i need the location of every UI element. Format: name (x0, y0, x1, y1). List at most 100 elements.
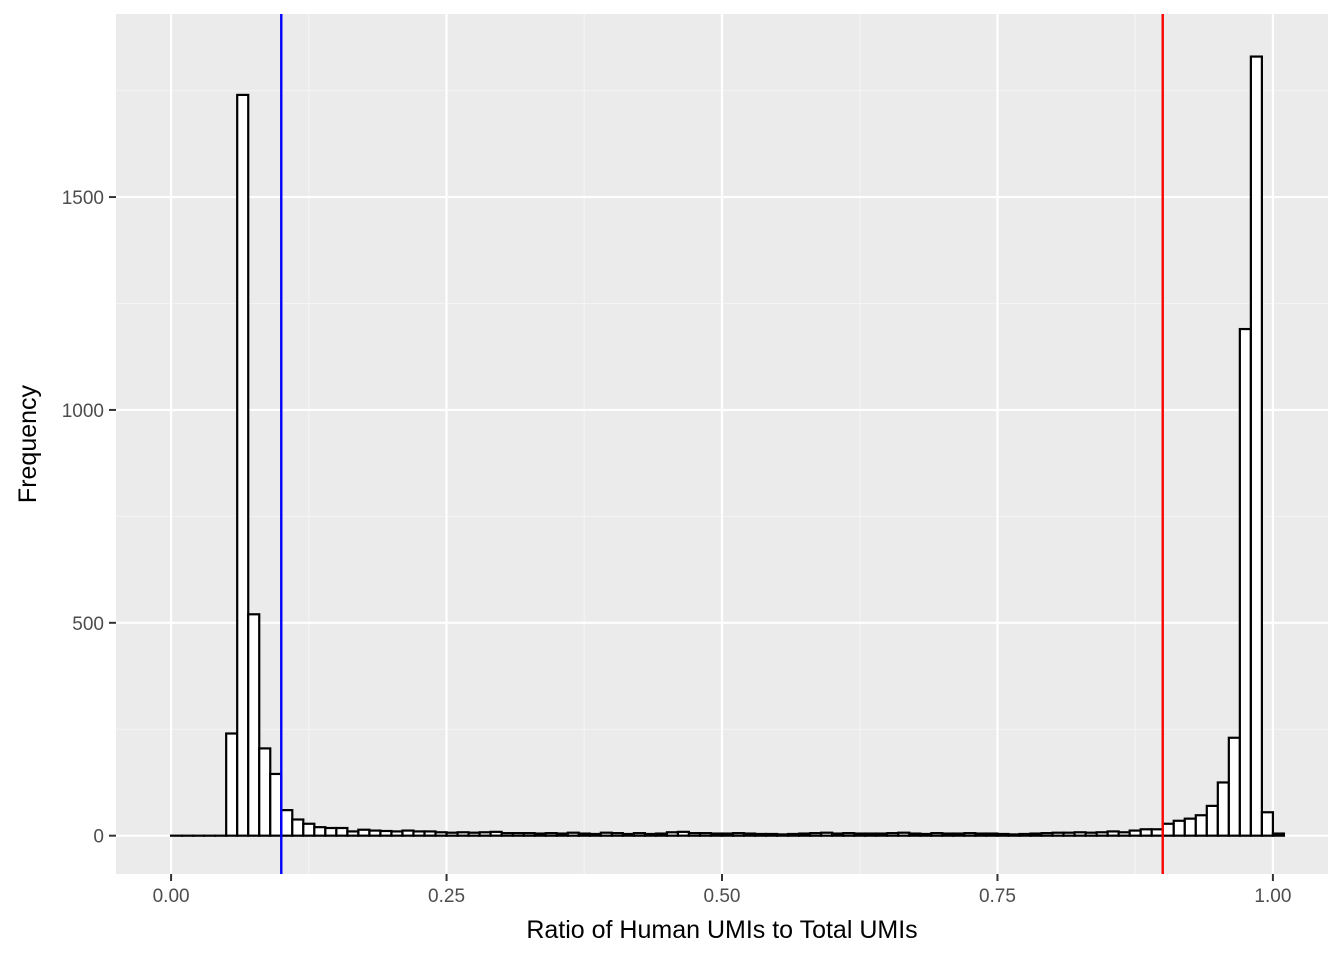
histogram-bar (1117, 831, 1131, 837)
histogram-bar (456, 831, 470, 837)
histogram-bar (908, 832, 922, 837)
histogram-bar (258, 747, 272, 837)
histogram-bar (423, 830, 437, 837)
histogram-bar (897, 831, 911, 837)
histogram-bar (720, 832, 735, 837)
y-tick-label: 1000 (62, 401, 104, 422)
histogram-bar (709, 832, 724, 837)
y-tick-label: 1500 (62, 188, 104, 209)
histogram-bar (445, 831, 459, 837)
histogram-bar (533, 832, 547, 837)
histogram-bar (500, 832, 514, 837)
histogram-bar (280, 809, 294, 837)
histogram-bar (236, 93, 250, 837)
histogram-bar (522, 832, 536, 837)
histogram-bar (654, 832, 669, 837)
histogram-bar (963, 832, 977, 837)
histogram-bar (742, 832, 757, 837)
histogram-bar (864, 832, 878, 837)
y-tick-label: 0 (93, 827, 104, 848)
histogram-bar (820, 831, 834, 837)
histogram-bar (1227, 736, 1241, 837)
histogram-bar (1172, 819, 1186, 837)
histogram-bar (302, 822, 316, 837)
histogram-bar (842, 832, 856, 837)
histogram-bar (1073, 831, 1087, 837)
histogram-bar (798, 832, 812, 837)
x-tick-label: 0.50 (704, 886, 741, 907)
histogram-bar (952, 832, 966, 837)
histogram-bar (335, 826, 349, 837)
x-tick-label: 0.25 (428, 886, 465, 907)
histogram-bar (632, 832, 646, 837)
histogram-bar (1205, 804, 1219, 837)
histogram-bar (621, 832, 635, 837)
x-tick-label: 1.00 (1254, 886, 1291, 907)
histogram-bar (1062, 831, 1076, 837)
histogram-bar (511, 832, 525, 837)
histogram-bar (588, 832, 602, 837)
histogram-bar (687, 832, 702, 837)
histogram-bar (886, 832, 900, 837)
histogram-bar (1007, 833, 1021, 837)
histogram-bar (1194, 814, 1208, 837)
histogram-bar (853, 832, 867, 837)
histogram-bar (1095, 831, 1109, 837)
histogram-bar (401, 829, 415, 837)
histogram-bar (1040, 832, 1054, 837)
histogram-bar (1128, 829, 1142, 837)
histogram-bar (247, 613, 261, 837)
histogram-bar (434, 831, 448, 837)
histogram-bar (566, 831, 580, 837)
y-tick-label: 500 (72, 614, 104, 635)
histogram-bar (577, 832, 591, 837)
histogram-bar (1018, 832, 1032, 837)
histogram-bar (1216, 781, 1230, 837)
histogram-bar (346, 830, 360, 837)
histogram-bar (775, 833, 790, 837)
histogram-bar (698, 832, 713, 837)
histogram-bar (324, 826, 338, 837)
histogram-bar (753, 832, 768, 837)
histogram-bar (313, 826, 327, 837)
histogram-bar (731, 832, 746, 837)
x-tick-label: 0.75 (979, 886, 1016, 907)
y-axis-ticks: 0 500 1000 1500 (62, 188, 116, 848)
histogram-bar (1106, 830, 1120, 837)
histogram-bar (1260, 811, 1275, 837)
histogram-bar (390, 830, 404, 837)
x-axis-ticks: 0.00 0.25 0.50 0.75 1.00 (153, 874, 1291, 907)
histogram-bar (974, 832, 988, 837)
histogram-bar (379, 829, 393, 837)
histogram-bar (1084, 831, 1098, 837)
histogram-bar (665, 831, 680, 837)
histogram-bar (478, 831, 492, 837)
histogram-bar (764, 832, 779, 837)
histogram-bar (269, 772, 283, 837)
histogram-bar (676, 830, 691, 837)
histogram-bars (169, 55, 1286, 837)
histogram-bar (787, 832, 801, 837)
threshold-lines (280, 14, 1164, 874)
histogram-bar (930, 832, 944, 837)
y-axis-title: Frequency (14, 384, 42, 503)
histogram-bar (1139, 828, 1153, 837)
histogram-bar (643, 832, 657, 837)
histogram-bar (1183, 817, 1197, 837)
histogram-bar (599, 831, 613, 837)
histogram-bar (412, 830, 426, 837)
histogram-bar (1271, 832, 1286, 837)
histogram-bar (996, 832, 1010, 837)
histogram-bar (1238, 327, 1252, 837)
x-tick-label: 0.00 (153, 886, 190, 907)
histogram-bar (1249, 55, 1263, 837)
histogram-bar (985, 832, 999, 837)
histogram-bar (1150, 828, 1164, 837)
histogram-bar (1029, 832, 1043, 837)
histogram-bar (291, 818, 305, 837)
histogram-bar (555, 832, 569, 837)
histogram-bar (809, 832, 823, 837)
histogram-bar (610, 832, 624, 837)
histogram-bar (467, 831, 481, 837)
